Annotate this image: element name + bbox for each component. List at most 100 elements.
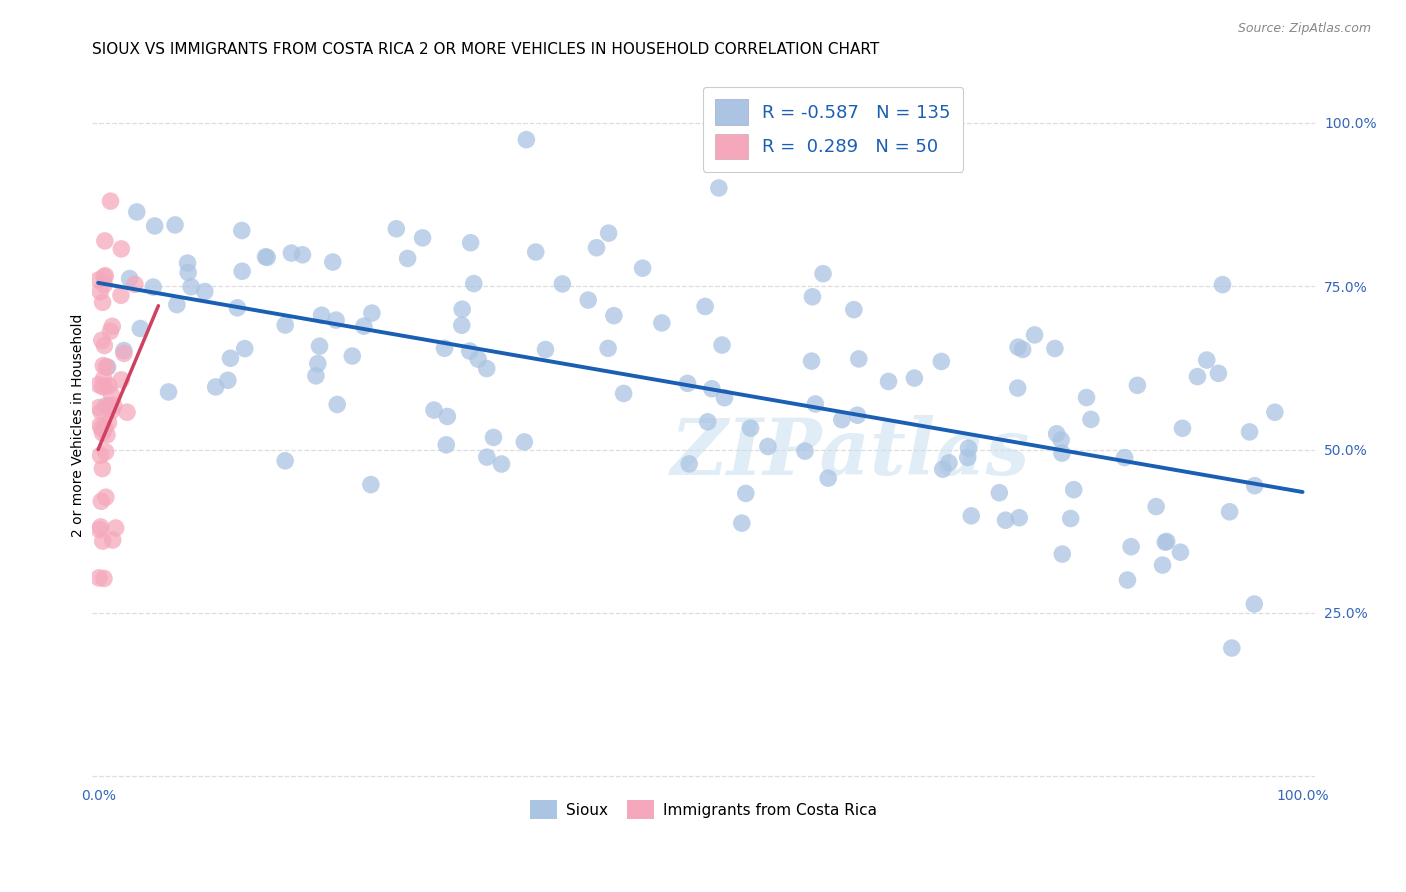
Point [291,248,314,262]
Point [613,386,636,401]
Point [91,425,114,440]
Point [143,219,166,233]
Point [1208,367,1230,381]
Point [423,403,446,417]
Point [994,513,1017,527]
Point [436,409,458,424]
Point [180,279,202,293]
Point [94,490,117,504]
Point [811,267,834,281]
Point [93,270,115,285]
Point [353,319,375,334]
Point [576,293,599,307]
Point [903,371,925,385]
Point [932,462,955,476]
Point [112,343,135,358]
Point [460,235,482,250]
Point [598,226,620,240]
Point [831,412,853,426]
Point [1170,545,1192,559]
Point [100,387,122,401]
Point [458,344,481,359]
Point [217,373,239,387]
Point [534,343,557,357]
Point [801,290,824,304]
Point [125,205,148,219]
Point [1144,500,1167,514]
Point [794,444,817,458]
Point [931,354,953,368]
Point [142,280,165,294]
Point [93,571,115,585]
Point [1050,446,1073,460]
Point [515,133,537,147]
Point [1080,412,1102,426]
Point [434,438,457,452]
Point [360,477,382,491]
Point [165,218,187,232]
Point [1171,421,1194,435]
Point [740,421,762,435]
Point [988,485,1011,500]
Point [93,338,115,352]
Point [307,357,329,371]
Point [94,445,117,459]
Point [1239,425,1261,439]
Point [491,457,513,471]
Point [94,234,117,248]
Point [1060,511,1083,525]
Point [100,404,122,418]
Point [1114,450,1136,465]
Point [1007,381,1029,395]
Point [1046,426,1069,441]
Point [433,341,456,355]
Point [731,516,754,530]
Point [101,319,124,334]
Point [91,359,114,373]
Point [1008,510,1031,524]
Point [231,264,253,278]
Point [1243,597,1265,611]
Point [1187,369,1209,384]
Point [1043,342,1066,356]
Point [603,309,626,323]
Point [103,399,125,413]
Point [97,378,120,392]
Point [89,285,111,299]
Point [325,313,347,327]
Point [274,454,297,468]
Point [678,457,700,471]
Point [104,521,127,535]
Point [1264,405,1286,419]
Point [87,571,110,585]
Point [1219,505,1241,519]
Point [89,449,111,463]
Legend: Sioux, Immigrants from Costa Rica: Sioux, Immigrants from Costa Rica [523,794,883,825]
Text: SIOUX VS IMMIGRANTS FROM COSTA RICA 2 OR MORE VEHICLES IN HOUSEHOLD CORRELATION : SIOUX VS IMMIGRANTS FROM COSTA RICA 2 OR… [93,42,879,57]
Point [98,399,121,413]
Point [93,421,115,435]
Point [1024,327,1046,342]
Point [713,391,735,405]
Point [90,334,112,348]
Point [711,338,734,352]
Point [938,456,960,470]
Point [166,298,188,312]
Point [204,380,226,394]
Point [326,397,349,411]
Point [157,384,180,399]
Point [756,440,779,454]
Point [176,256,198,270]
Point [475,450,498,464]
Point [90,421,112,435]
Point [695,300,717,314]
Point [110,373,132,387]
Point [396,252,419,266]
Point [280,246,302,260]
Point [956,450,979,465]
Point [707,181,730,195]
Point [1126,378,1149,392]
Point [91,461,114,475]
Point [94,379,117,393]
Point [804,397,827,411]
